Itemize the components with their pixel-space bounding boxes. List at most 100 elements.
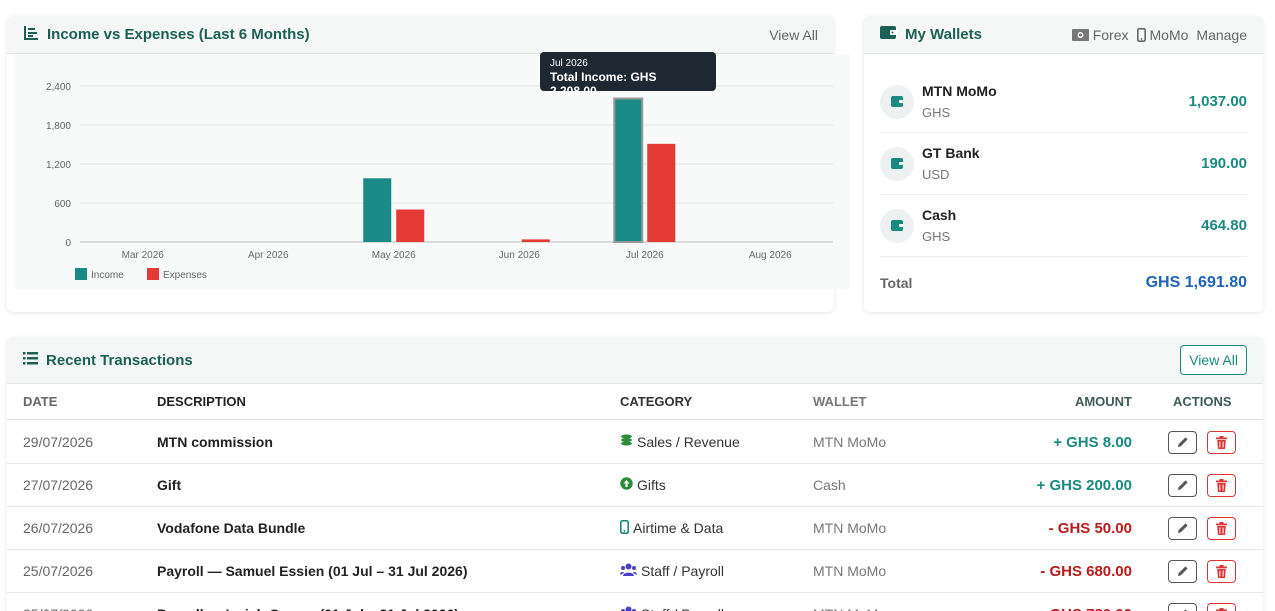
tx-category-label: Airtime & Data bbox=[633, 520, 724, 536]
legend-swatch bbox=[75, 268, 87, 280]
wallet-name: Cash bbox=[922, 207, 957, 223]
x-tick-label: Mar 2026 bbox=[122, 250, 165, 261]
tx-category: Sales / Revenue bbox=[620, 421, 740, 463]
pencil-icon bbox=[1177, 566, 1188, 576]
table-row: 29/07/2026 MTN commission Sales / Revenu… bbox=[7, 421, 1263, 464]
tx-description: Payroll — Isaiah Owusu (01 Jul – 31 Jul … bbox=[157, 593, 459, 611]
forex-label: Forex bbox=[1092, 26, 1129, 43]
arrow-up-circle-icon bbox=[620, 477, 633, 493]
wallet-name: GT Bank bbox=[922, 145, 980, 161]
wallet-icon bbox=[880, 84, 914, 119]
money-stack-icon bbox=[621, 434, 632, 446]
tx-actions bbox=[1168, 593, 1236, 611]
edit-button[interactable] bbox=[1168, 473, 1197, 497]
bar-expenses[interactable] bbox=[647, 143, 676, 242]
money-stack-icon bbox=[620, 434, 633, 450]
delete-button[interactable] bbox=[1207, 473, 1236, 497]
wallet-row-cash[interactable]: Cash GHS 464.80 bbox=[880, 195, 1247, 257]
transactions-view-all-button[interactable]: View All bbox=[1180, 345, 1247, 375]
delete-button[interactable] bbox=[1207, 559, 1236, 583]
transactions-card-title: Recent Transactions bbox=[23, 351, 193, 369]
chart-area: 0 600 1,200 1,800 2,400 Mar 2026 Apr 2026 May 2… bbox=[15, 54, 850, 289]
chart-card-title: Income vs Expenses (Last 6 Months) bbox=[23, 25, 310, 45]
users-icon bbox=[620, 563, 637, 576]
pencil-icon bbox=[1177, 437, 1188, 447]
wallet-icon bbox=[880, 25, 897, 44]
trash-icon bbox=[1216, 607, 1227, 611]
bar-expenses[interactable] bbox=[521, 239, 550, 242]
delete-button[interactable] bbox=[1207, 516, 1236, 540]
momo-link[interactable]: MoMo bbox=[1136, 26, 1189, 43]
edit-button[interactable] bbox=[1168, 559, 1197, 583]
chart-view-all-link[interactable]: View All bbox=[769, 26, 818, 43]
wallet-row-gt-bank[interactable]: GT Bank USD 190.00 bbox=[880, 133, 1247, 195]
wallet-currency: GHS bbox=[922, 105, 951, 120]
x-tick-label: Aug 2026 bbox=[749, 250, 792, 261]
edit-button[interactable] bbox=[1168, 516, 1197, 540]
col-header-amount[interactable]: AMOUNT bbox=[1074, 394, 1132, 409]
col-header-wallet[interactable]: WALLET bbox=[813, 394, 867, 409]
total-label: Total bbox=[880, 275, 913, 291]
total-value: GHS 1,691.80 bbox=[1145, 274, 1247, 291]
bar-chart-icon bbox=[23, 25, 39, 45]
momo-label: MoMo bbox=[1149, 26, 1189, 43]
tx-amount: + GHS 200.00 bbox=[1036, 476, 1132, 494]
tx-category-label: Staff / Payroll bbox=[641, 606, 724, 611]
tx-wallet: MTN MoMo bbox=[813, 434, 887, 450]
tx-category-label: Gifts bbox=[637, 477, 666, 493]
table-row: 25/07/2026 Payroll — Samuel Essien (01 J… bbox=[7, 550, 1263, 593]
edit-button[interactable] bbox=[1168, 430, 1197, 454]
trash-icon bbox=[1216, 478, 1227, 492]
tx-date: 25/07/2026 bbox=[23, 593, 93, 611]
col-header-description[interactable]: DESCRIPTION bbox=[157, 394, 246, 409]
bar-income[interactable] bbox=[363, 178, 392, 242]
wallet-icon bbox=[880, 146, 914, 181]
table-row: 27/07/2026 Gift Gifts Cash + GHS 200.00 bbox=[7, 464, 1263, 507]
tx-category-label: Sales / Revenue bbox=[637, 434, 740, 450]
tooltip-title: Jul 2026 bbox=[550, 58, 588, 69]
tx-description: Vodafone Data Bundle bbox=[157, 520, 306, 536]
wallet-row-mtn-momo[interactable]: MTN MoMo GHS 1,037.00 bbox=[880, 71, 1247, 133]
tx-date: 25/07/2026 bbox=[23, 563, 94, 579]
wallet-name: MTN MoMo bbox=[922, 83, 997, 99]
forex-link[interactable]: Forex bbox=[1071, 26, 1129, 43]
x-tick-label: May 2026 bbox=[372, 250, 416, 261]
bar-income[interactable] bbox=[613, 97, 644, 244]
users-icon bbox=[621, 606, 636, 611]
col-header-date[interactable]: DATE bbox=[23, 394, 58, 409]
chart-card-header: Income vs Expenses (Last 6 Months) View … bbox=[7, 16, 834, 54]
income-expenses-chart: 0 600 1,200 1,800 2,400 Mar 2026 Apr 2026 May 2… bbox=[46, 82, 833, 281]
col-header-actions: ACTIONS bbox=[1173, 394, 1232, 409]
legend-label[interactable]: Expenses bbox=[163, 270, 207, 281]
wallet-balance: 1,037.00 bbox=[1188, 93, 1247, 110]
pencil-icon bbox=[1177, 480, 1188, 490]
delete-button[interactable] bbox=[1207, 430, 1236, 454]
edit-button[interactable] bbox=[1168, 602, 1197, 611]
wallets-card: My Wallets Forex MoMo Manage MTN MoMo GH… bbox=[864, 16, 1263, 312]
col-header-category[interactable]: CATEGORY bbox=[620, 394, 693, 409]
tx-category: Airtime & Data bbox=[620, 507, 723, 549]
tx-date: 29/07/2026 bbox=[23, 434, 94, 450]
y-tick-label: 1,800 bbox=[46, 121, 71, 132]
transactions-card: Recent Transactions View All DATE DESCRI… bbox=[7, 337, 1263, 611]
legend-label[interactable]: Income bbox=[91, 270, 124, 281]
y-tick-label: 2,400 bbox=[46, 82, 71, 93]
tx-category: Staff / Payroll bbox=[620, 550, 724, 592]
wallet-balance: 190.00 bbox=[1201, 155, 1247, 172]
table-row: 25/07/2026 Payroll — Isaiah Owusu (01 Ju… bbox=[7, 593, 1263, 611]
wallet-currency: GHS bbox=[922, 229, 951, 244]
delete-button[interactable] bbox=[1207, 602, 1236, 611]
arrow-up-circle-icon bbox=[620, 477, 633, 490]
list-icon bbox=[23, 351, 38, 369]
mobile-phone-icon bbox=[1136, 27, 1146, 42]
x-tick-label: Jul 2026 bbox=[626, 250, 664, 261]
tx-actions bbox=[1168, 421, 1236, 463]
wallet-total-row: Total GHS 1,691.80 bbox=[880, 274, 1247, 292]
tx-wallet: MTN MoMo bbox=[813, 593, 886, 611]
manage-link[interactable]: Manage bbox=[1196, 26, 1247, 43]
table-row: 26/07/2026 Vodafone Data Bundle Airtime … bbox=[7, 507, 1263, 550]
chart-tooltip: Jul 2026 Total Income: GHS 2,208.00 bbox=[540, 52, 716, 98]
bar-expenses[interactable] bbox=[396, 209, 425, 243]
wallet-currency: USD bbox=[922, 167, 950, 182]
y-tick-label: 600 bbox=[54, 199, 71, 210]
